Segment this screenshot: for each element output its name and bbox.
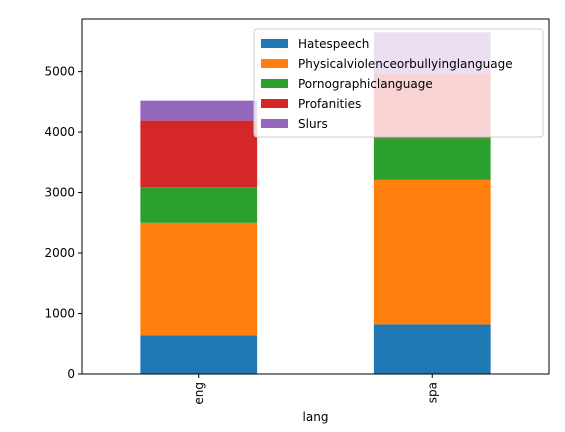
legend-swatch-physicalviolenceorbullyinglanguage: [261, 59, 288, 68]
y-tick-label: 1000: [44, 307, 75, 321]
plot-frame: [81, 18, 550, 375]
bar-eng-pornographiclanguage: [140, 187, 258, 223]
y-tick-label: 5000: [44, 65, 75, 79]
x-axis: eng spa: [192, 374, 439, 405]
bar-eng-profanities: [140, 120, 258, 188]
legend-box: [253, 28, 544, 138]
y-tick-label: 3000: [44, 186, 75, 200]
bar-spa-physicalviolenceorbullyinglanguage: [373, 179, 491, 325]
legend-swatch-profanities: [261, 99, 288, 108]
legend-swatch-slurs: [261, 119, 288, 128]
y-tick-label: 2000: [44, 246, 75, 260]
x-axis-label: lang: [303, 410, 329, 424]
bar-spa-pornographiclanguage: [373, 138, 491, 180]
bar-eng-slurs: [140, 100, 258, 121]
bar-eng-hatespeech: [140, 335, 258, 374]
y-axis: 0 1000 2000 3000 4000 5000: [44, 65, 82, 381]
legend-label-physicalviolenceorbullyinglanguage: Physicalviolenceorbullyinglanguage: [298, 57, 513, 71]
x-tick-label-eng: eng: [192, 382, 206, 405]
legend: Hatespeech Physicalviolenceorbullyinglang…: [253, 28, 544, 138]
legend-swatch-pornographiclanguage: [261, 79, 288, 88]
x-tick-label-spa: spa: [425, 382, 439, 403]
y-tick-label: 4000: [44, 125, 75, 139]
legend-label-hatespeech: Hatespeech: [298, 37, 369, 51]
bar-eng-physicalviolenceorbullyinglanguage: [140, 222, 258, 336]
legend-label-pornographiclanguage: Pornographiclanguage: [298, 77, 433, 91]
legend-label-profanities: Profanities: [298, 97, 361, 111]
y-tick-label: 0: [67, 367, 75, 381]
bar-spa-hatespeech: [373, 324, 491, 374]
legend-swatch-hatespeech: [261, 39, 288, 48]
legend-label-slurs: Slurs: [298, 117, 328, 131]
